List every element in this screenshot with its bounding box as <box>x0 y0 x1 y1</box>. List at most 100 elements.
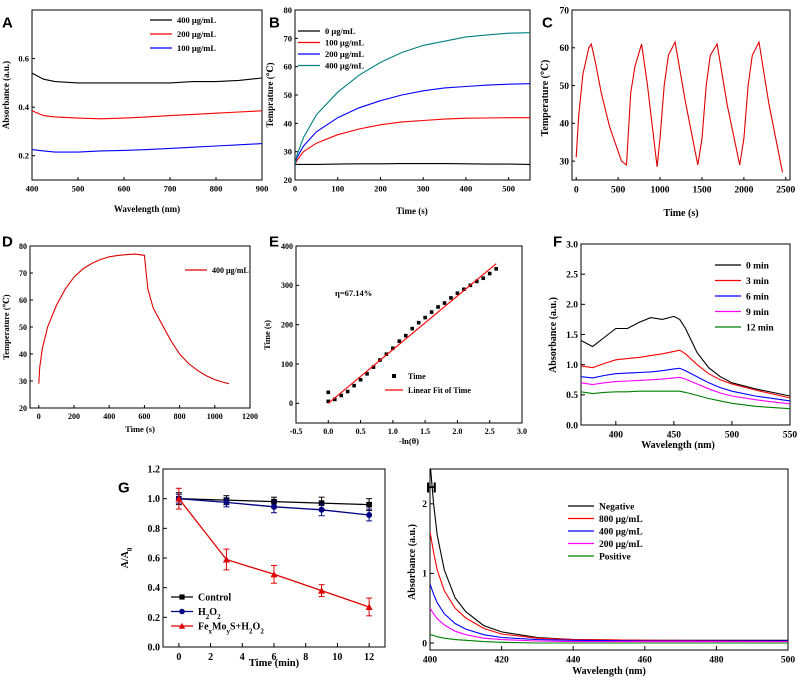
y-tick-label: 70 <box>284 33 293 43</box>
data-point <box>352 383 356 388</box>
x-tick-label: 600 <box>118 184 131 194</box>
plot-data <box>326 263 498 404</box>
y-tick-label: 60 <box>560 44 570 54</box>
x-tick-label: 1500 <box>692 186 711 196</box>
legend-label: 400 μg/mL <box>212 266 249 275</box>
y-tick-label: 50 <box>284 90 293 100</box>
y-tick-label: 30 <box>560 157 570 167</box>
data-point <box>462 287 466 292</box>
legend-label: 800 μg/mL <box>599 515 643 525</box>
series-line-positive <box>430 634 788 644</box>
plot-frame <box>31 9 263 181</box>
data-point <box>481 276 486 281</box>
data-point <box>410 326 415 331</box>
series-line-400-g-ml <box>295 32 530 165</box>
series-line-fexmoys-h2o2 <box>178 498 370 608</box>
x-tick-label: 900 <box>256 184 269 194</box>
data-point <box>339 393 343 398</box>
panel-letter: A <box>2 14 13 31</box>
panel-C: C 0 500 1000 1500 2000 2500 30 40 50 60 70 Time (s) T… <box>540 6 796 219</box>
y-tick-label: 0.4 <box>148 583 161 594</box>
legend: Negative 800 μg/mL 400 μg/mL 200 μg/mL Posit… <box>568 502 643 562</box>
panel-letter: E <box>269 233 279 250</box>
legend-label: 100 μg/mL <box>325 37 364 47</box>
y-tick-label: 40 <box>284 118 293 128</box>
series-line-linear-fit-of-time <box>327 263 497 404</box>
x-tick-label: 2.5 <box>485 427 495 436</box>
legend-label: 3 min <box>746 277 770 287</box>
y-tick-label: 60 <box>19 296 27 305</box>
series-line-9-min <box>581 376 790 405</box>
x-tick-label: 550 <box>783 431 798 441</box>
x-tick-label: 0 <box>176 652 181 663</box>
legend-label-part: y <box>227 628 231 636</box>
series-line-400-g-ml <box>32 72 262 84</box>
legend: Time Linear Fit of Time <box>385 372 471 395</box>
y-tick-label: 70 <box>19 269 27 278</box>
annotation: η=67.14% <box>335 288 372 298</box>
data-point <box>332 397 337 402</box>
x-tick-label: 3.0 <box>517 427 527 436</box>
y-tick-label: 200 <box>281 320 293 329</box>
panel-E: E -0.5 0.0 0.5 1.0 1.5 2.0 2.5 3.0 0 100 200 300 400 -… <box>262 233 527 446</box>
data-point <box>494 267 498 271</box>
y-tick-label: 20 <box>284 175 293 185</box>
y-tick-label: 1.5 <box>566 331 578 341</box>
y-tick-label: 1 <box>422 570 427 580</box>
y-tick-label: 40 <box>560 120 570 130</box>
y-tick-label: 0.0 <box>148 643 161 654</box>
legend-label-part: H <box>198 607 206 618</box>
x-tick-label: 460 <box>638 656 653 666</box>
legend-label: 0 μg/mL <box>325 26 356 36</box>
data-point <box>366 501 372 508</box>
x-axis-label: Time (min) <box>249 658 300 669</box>
legend-label: 400 μg/mL <box>325 60 364 70</box>
x-tick-label: 1.0 <box>388 427 398 436</box>
panel-A: A 400 500 600 700 800 900 0.2 0.4 0.6 Wavelength (… <box>1 9 269 214</box>
legend-label-part: S+H <box>230 622 249 633</box>
legend-label-part: x <box>209 628 213 636</box>
x-tick-label: 300 <box>417 184 430 194</box>
legend-label: 6 min <box>746 292 770 302</box>
data-point <box>318 500 325 506</box>
y-tick-label: 0.4 <box>18 102 29 112</box>
y-tick-label: 2 <box>422 500 427 510</box>
x-tick-label: 420 <box>494 656 509 666</box>
legend-label: Negative <box>599 502 634 512</box>
legend-swatch <box>392 374 396 378</box>
panel-F: F 400 450 500 550 0.0 0.5 1.0 1.5 2.0 2.5 3.0 Wavele… <box>548 233 797 451</box>
legend-marker <box>179 608 185 615</box>
legend-label: Time <box>408 372 426 381</box>
plot-data <box>295 32 530 165</box>
legend-label: Positive <box>599 552 631 562</box>
data-point <box>384 352 389 356</box>
legend-label: 200 μg/mL <box>325 49 364 59</box>
x-tick-label: 1.5 <box>420 427 430 436</box>
y-tick-label: 0.8 <box>148 524 161 535</box>
x-tick-label: 100 <box>331 184 344 194</box>
data-point <box>391 346 395 351</box>
data-point <box>423 315 427 320</box>
panel-D: D 0 200 400 600 800 1000 1200 20 30 40 50 60 70 80 Time… <box>1 233 258 434</box>
legend: 400 μg/mL 200 μg/mL 100 μg/mL <box>150 15 216 53</box>
x-tick-label: 400 <box>460 184 473 194</box>
series-line-negative <box>430 469 788 641</box>
series-line-3-min <box>581 349 790 399</box>
x-axis-label: Time (s) <box>663 208 698 219</box>
legend-label: FexMoyS+H2O2 <box>198 622 264 636</box>
data-point <box>371 365 376 369</box>
x-tick-label: 2 <box>208 652 213 663</box>
data-point <box>403 333 408 338</box>
legend-label-part: 2 <box>206 613 210 621</box>
legend-label: 0 min <box>746 261 770 271</box>
data-point <box>365 603 373 610</box>
series-line-200-g-ml <box>430 607 788 643</box>
y-tick-label: 80 <box>19 242 27 251</box>
legend-marker <box>178 622 186 629</box>
x-tick-label: 2.0 <box>452 427 462 436</box>
legend-label: Control <box>198 593 231 604</box>
legend-label-part: Mo <box>212 622 226 633</box>
panel-letter: H <box>426 479 437 496</box>
